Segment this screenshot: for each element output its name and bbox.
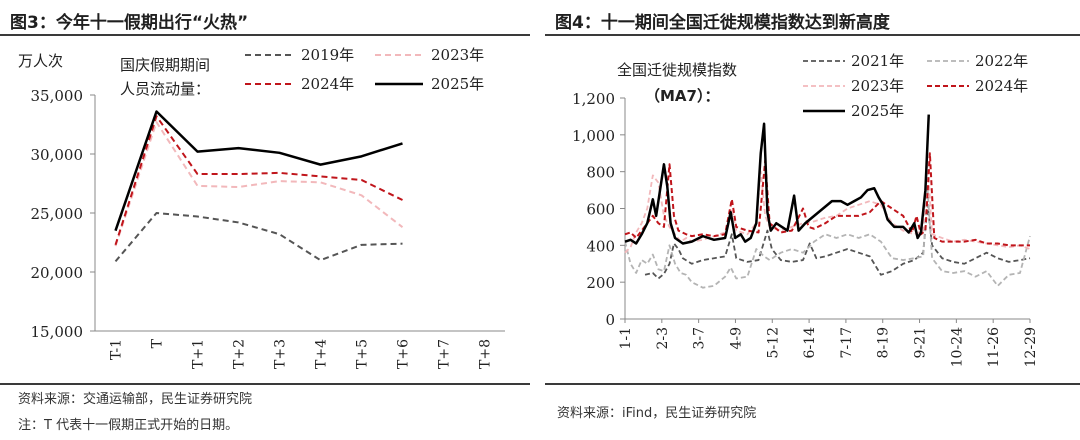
x-tick-label: T+3	[273, 339, 289, 369]
y-tick-label: 20,000	[31, 264, 84, 282]
y-tick-label: 30,000	[31, 146, 84, 164]
x-tick-label: T+7	[437, 339, 453, 369]
source-note: 资料来源：iFind，民生证券研究院	[557, 406, 757, 421]
series-line	[624, 189, 1031, 289]
right-figure-panel: 图4：十一期间全国迁徙规模指数达到新高度 0 200 400 600 800 1,000 1…	[545, 0, 1080, 440]
figure-3-title: 图3：今年十一假期出行“火热”	[10, 13, 249, 33]
x-tick-label: T+1	[191, 339, 207, 369]
y-tick-label: 15,000	[31, 323, 84, 341]
legend-label: 2022年	[975, 52, 1028, 70]
y-tick-label: 200	[586, 274, 615, 292]
legend-label: 2023年	[851, 77, 904, 95]
series-line	[114, 121, 404, 247]
title-rule	[0, 34, 530, 36]
bottom-rule	[0, 383, 530, 385]
x-tick-label: T-1	[109, 339, 125, 360]
x-tick-label: 8-19	[876, 327, 892, 358]
series-line	[114, 110, 403, 232]
bottom-rule	[545, 383, 1080, 385]
left-figure-panel: 图3：今年十一假期出行“火热” 15,000 20,000 25,000 30,000…	[0, 0, 530, 440]
y-unit-label: 万人次	[18, 52, 63, 70]
legend-label: 2021年	[851, 52, 904, 70]
x-tick-label: 11-26	[986, 327, 1002, 367]
x-tick-label: 6-14	[802, 327, 818, 359]
y-tick-label: 25,000	[31, 205, 84, 223]
x-tick-label: T+6	[396, 339, 412, 369]
x-tick-label: T	[150, 338, 166, 348]
x-tick-label: 12-29	[1023, 327, 1039, 367]
x-tick-label: 10-24	[949, 327, 965, 367]
x-tick-label: 4-9	[728, 327, 744, 350]
legend-label: 2024年	[975, 77, 1028, 95]
y-tick-label: 35,000	[31, 87, 84, 105]
y-tick-label: 400	[586, 237, 615, 255]
x-tick-label: 7-17	[839, 327, 855, 358]
series-line	[624, 114, 930, 245]
legend-label: 2025年	[431, 75, 484, 93]
legend-label: 2019年	[301, 46, 354, 64]
x-tick-label: 5-12	[765, 327, 781, 358]
y-tick-label: 600	[586, 201, 615, 219]
series-line	[114, 115, 403, 246]
title-rule	[545, 34, 1080, 36]
chart-inner-title: 国庆假期期间	[120, 56, 210, 74]
chart-inner-title: 全国迁徙规模指数	[617, 61, 737, 79]
x-tick-label: T+4	[314, 339, 330, 369]
legend-label: 2024年	[301, 75, 354, 93]
figure-4-title: 图4：十一期间全国迁徙规模指数达到新高度	[555, 13, 890, 33]
series-line	[624, 159, 1031, 254]
migration-index-chart: 0 200 400 600 800 1,000 1,200 1-1 2-3 3-7 4-9 5-12 6…	[572, 52, 1039, 367]
y-tick-label: 800	[586, 164, 615, 182]
x-tick-label: 2-3	[655, 327, 671, 350]
x-tick-label: 1-1	[618, 327, 634, 350]
x-tick-label: T+5	[355, 339, 371, 369]
x-tick-label: T+8	[478, 339, 494, 369]
travel-volume-chart: 15,000 20,000 25,000 30,000 35,000 T-1 T T+1 T+2…	[18, 46, 505, 369]
chart-inner-title: （MA7）：	[645, 87, 719, 105]
series-line	[644, 203, 1031, 280]
y-tick-label: 1,000	[572, 127, 615, 145]
x-tick-label: T+2	[232, 339, 248, 369]
y-tick-label: 1,200	[572, 90, 615, 108]
y-tick-label: 0	[605, 311, 615, 329]
legend-label: 2023年	[431, 46, 484, 64]
series-line	[114, 212, 403, 263]
x-tick-label: 3-7	[692, 327, 708, 350]
series-line	[624, 152, 1030, 247]
chart-inner-title: 人员流动量：	[120, 80, 210, 98]
source-note: 资料来源：交通运输部，民生证券研究院	[18, 392, 253, 407]
x-tick-label: 9-21	[913, 327, 929, 358]
legend-label: 2025年	[851, 102, 904, 120]
footnote: 注：T 代表十一假期正式开始的日期。	[18, 418, 239, 433]
